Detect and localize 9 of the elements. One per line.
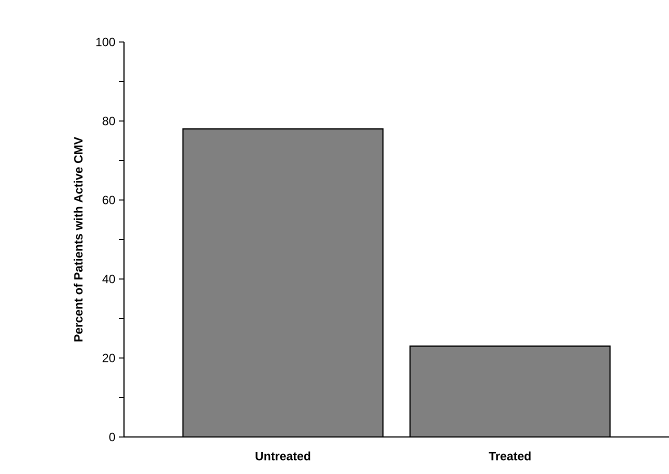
x-tick-label: Untreated bbox=[256, 452, 310, 460]
y-tick-label: 80 bbox=[102, 116, 116, 126]
y-tick-label: 40 bbox=[102, 274, 116, 284]
y-tick-label: 0 bbox=[109, 432, 116, 442]
y-axis-title: Percent of Patients with Active CMV bbox=[74, 136, 83, 342]
y-tick-label: 100 bbox=[96, 38, 115, 46]
x-tick-label: Treated bbox=[488, 452, 531, 460]
y-tick-label: 60 bbox=[102, 196, 116, 204]
y-tick-label: 20 bbox=[102, 354, 116, 362]
